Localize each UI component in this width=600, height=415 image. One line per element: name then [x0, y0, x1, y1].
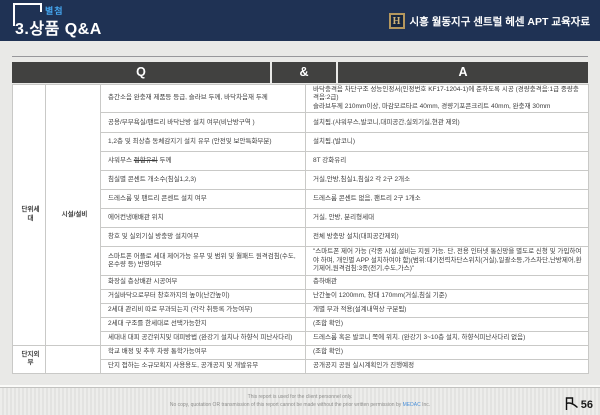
corner-bracket-icon — [13, 3, 42, 26]
table-row: 세대내 대피 공간위치및 대피방법 (완강기 설치나 하향식 피난사다리) 드레스… — [13, 330, 589, 346]
category-cell: 단지외부 — [12, 344, 46, 374]
answer-cell: 8T 강화유리 — [305, 151, 589, 172]
table-row: 드레스룸 및 팬트리 콘센트 설치 여부 드레스룸 콘센트 없음, 팬트리 2구 … — [13, 189, 589, 210]
question-cell: 층간소음 완충재 제품등 등급, 슬라브 두께, 바닥차음재 두께 — [100, 83, 306, 114]
appendix-badge: 별첨 — [45, 6, 64, 16]
answer-cell: (조합 확인) — [305, 344, 589, 360]
question-cell: 화장실 층상배관 시공여부 — [100, 274, 306, 290]
answer-cell: 설치됨.(발코니) — [305, 132, 589, 153]
footer-separator — [0, 385, 600, 388]
divider-rule — [12, 56, 588, 57]
question-cell: 드레스룸 및 팬트리 콘센트 설치 여부 — [100, 189, 306, 210]
table-row: 1,2층 및 최상층 동체감지기 설치 유무 (안전및 보안특화부분) 설치됨.(… — [13, 132, 589, 153]
table-row: 화장실 층상배관 시공여부 층하배관 — [13, 274, 589, 290]
page-number-block: 56 — [564, 396, 593, 411]
question-cell: 공용/부부욕실/팬트리 바닥난방 설치 여부(비난방구역 ) — [100, 112, 306, 134]
answer-cell: 거실,안방,침실1,침실2 각 2구 2개소 — [305, 170, 589, 191]
table-row: 공용/부부욕실/팬트리 바닥난방 설치 여부(비난방구역 ) 설치됨.(샤워부스,… — [13, 112, 589, 134]
flag-logo-icon — [565, 397, 578, 410]
table-row: 2세대 구조를 한세대로 선택가능한지 (조합 확인) — [13, 316, 589, 332]
footer-company-suffix: Inc. — [420, 402, 431, 408]
table-row: 단지 접하는 소규모획지 사용용도, 공개공지 및 개발유무 공개공지 공원 실시… — [13, 358, 589, 374]
answer-cell: 개별 부과 적용(설계내역상 구분됨) — [305, 302, 589, 318]
footer-company: MEDAC — [402, 402, 421, 408]
answer-cell: "스마트폰 제어 가능 (각종 시설,설비는 지원 가능. 단, 전용 인터넷 … — [305, 246, 589, 276]
hessen-logo-icon: H — [388, 13, 405, 29]
answer-cell: 드레스룸 콘센트 없음, 팬트리 2구 1개소 — [305, 189, 589, 210]
table-row: 창호 및 실외기실 방충망 설치여부 전체 방충망 설치(대피공간제외) — [13, 227, 589, 248]
category-cell: 단위세대 — [12, 84, 46, 346]
table-row: 단지외부 학교 배정 및 추후 차량 통학가능여부 (조합 확인) — [12, 344, 589, 374]
brand-text: 시흥 월동지구 센트럴 헤센 APT 교육자료 — [409, 15, 591, 28]
qa-table: Q & A 단위세대 시설/설비 층간소음 완충재 제품등 등급, 슬라브 두께, … — [12, 62, 589, 374]
page-number: 56 — [580, 399, 593, 411]
question-cell: 1,2층 및 최상층 동체감지기 설치 유무 (안전및 보안특화부분) — [100, 132, 306, 153]
strikethrough-text: 접합유리 — [133, 157, 158, 165]
subcategory-cell: 시설/설비 — [45, 84, 101, 346]
answer-cell: 바닥충격음 차단구조 성능인정서(인정번호 KF17-1204-1)에 준하도록… — [305, 83, 589, 114]
question-cell: 2세대 관리비 따로 부과되는지 (각각 취등록 가능여부) — [100, 302, 306, 318]
answer-cell: 공개공지 공원 실시계획인가 진행예정 — [305, 358, 589, 374]
footer-line2: No copy, quotation OR transmission of th… — [169, 402, 403, 408]
answer-cell: 층하배관 — [305, 274, 589, 290]
question-cell: 에어컨냉매배관 위치 — [100, 208, 306, 229]
table-row: 샤워부스 접합유리 두께 8T 강화유리 — [13, 151, 589, 172]
question-cell: 창호 및 실외기실 방충망 설치여부 — [100, 227, 306, 248]
answer-cell: 전체 방충망 설치(대피공간제외) — [305, 227, 589, 248]
question-cell: 세대내 대피 공간위치및 대피방법 (완강기 설치나 하향식 피난사다리) — [100, 330, 306, 346]
page-title: 3.상품 Q&A — [15, 21, 102, 38]
column-header-a: A — [338, 62, 588, 83]
footer-bar: This report is used for the client perso… — [0, 388, 600, 415]
question-cell: 거실바닥으로부터 창호까지의 높이(난간높이) — [100, 288, 306, 304]
question-cell: 2세대 구조를 한세대로 선택가능한지 — [100, 316, 306, 332]
top-header-bar: 별첨 3.상품 Q&A H 시흥 월동지구 센트럴 헤센 APT 교육자료 — [0, 0, 600, 41]
brand-block: H 시흥 월동지구 센트럴 헤센 APT 교육자료 — [388, 13, 591, 29]
table-row: 스마트폰 어플로 세대 제어가능 유무 및 범위 및 월패드 원격검침(수도,온… — [13, 246, 589, 276]
question-cell: 침실별 콘센트 개소수(침실1,2,3) — [100, 170, 306, 191]
column-header-amp: & — [272, 62, 336, 83]
qa-table-header: Q & A — [12, 62, 588, 83]
question-cell: 스마트폰 어플로 세대 제어가능 유무 및 범위 및 월패드 원격검침(수도,온… — [100, 246, 306, 276]
subcategory-cell — [45, 344, 101, 374]
answer-cell: 설치됨.(샤워부스,발코니,대피공간,실외기실,현관 제외) — [305, 112, 589, 134]
question-cell: 학교 배정 및 추후 차량 통학가능여부 — [100, 344, 306, 360]
table-row: 단위세대 시설/설비 층간소음 완충재 제품등 등급, 슬라브 두께, 바닥차음재 … — [12, 83, 589, 346]
footer-disclaimer: This report is used for the client perso… — [0, 388, 600, 409]
answer-cell: 거실, 안방, 분리형세대 — [305, 208, 589, 229]
answer-cell: (조합 확인) — [305, 316, 589, 332]
question-cell: 단지 접하는 소규모획지 사용용도, 공개공지 및 개발유무 — [100, 358, 306, 374]
footer-line1: This report is used for the client perso… — [247, 394, 353, 400]
table-row: 거실바닥으로부터 창호까지의 높이(난간높이) 난간높이 1200mm, 창대 1… — [13, 288, 589, 304]
answer-cell: 드레스룸 혹은 발코니 쪽에 위치. (완강기 3~10층 설치, 하향식피난사… — [305, 330, 589, 346]
table-row: 에어컨냉매배관 위치 거실, 안방, 분리형세대 — [13, 208, 589, 229]
answer-cell: 난간높이 1200mm, 창대 170mm(거실,침실 기준) — [305, 288, 589, 304]
table-row: 침실별 콘센트 개소수(침실1,2,3) 거실,안방,침실1,침실2 각 2구 2… — [13, 170, 589, 191]
qa-table-body: 단위세대 시설/설비 층간소음 완충재 제품등 등급, 슬라브 두께, 바닥차음재 … — [12, 83, 589, 374]
question-cell: 샤워부스 접합유리 두께 — [100, 151, 306, 172]
column-header-q: Q — [12, 62, 270, 83]
